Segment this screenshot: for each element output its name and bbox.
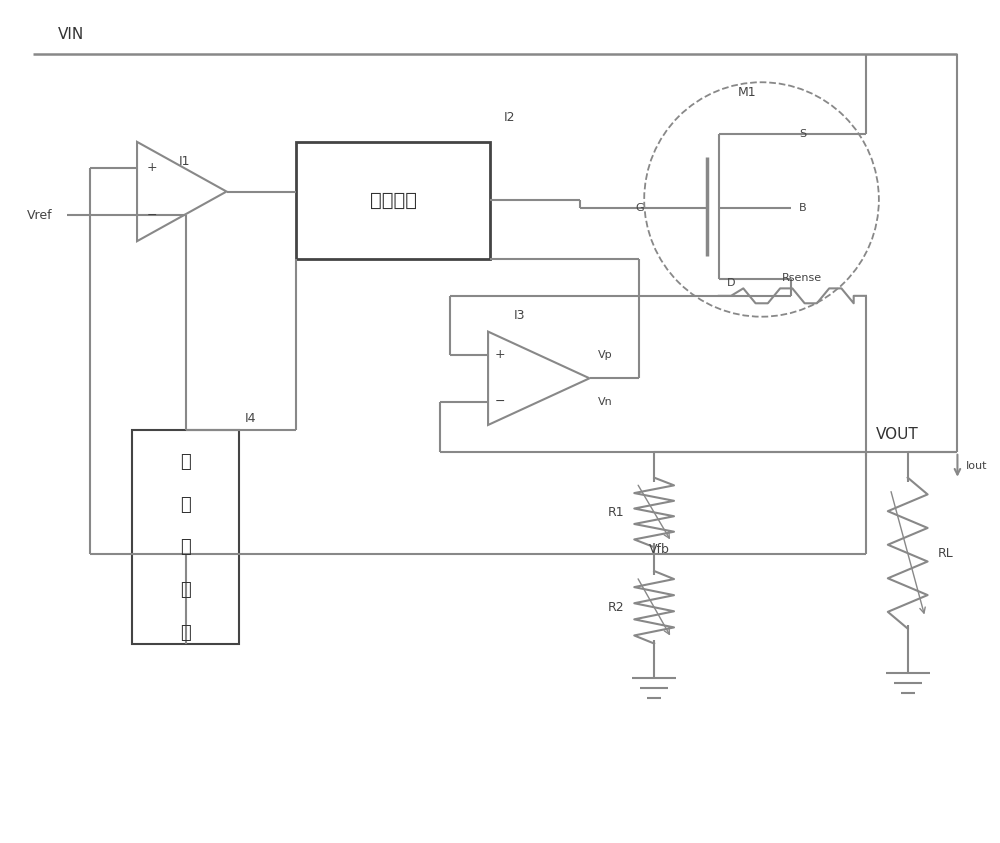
Text: Vp: Vp: [597, 350, 612, 360]
Text: VOUT: VOUT: [876, 427, 919, 443]
Text: R1: R1: [608, 506, 624, 519]
Text: 放: 放: [180, 539, 191, 556]
Text: RL: RL: [938, 546, 953, 560]
Text: G: G: [636, 203, 644, 213]
Text: Rsense: Rsense: [782, 273, 822, 283]
Text: 大: 大: [180, 581, 191, 599]
Text: R2: R2: [608, 601, 624, 614]
Bar: [132, 430, 239, 643]
Text: VIN: VIN: [57, 27, 84, 42]
Text: M1: M1: [737, 86, 756, 99]
Text: Iout: Iout: [965, 461, 987, 470]
Text: S: S: [799, 129, 806, 139]
Text: Vfb: Vfb: [649, 543, 670, 556]
Text: B: B: [799, 203, 807, 213]
Text: Vn: Vn: [597, 397, 612, 406]
Text: I3: I3: [514, 309, 526, 322]
Text: Vref: Vref: [27, 209, 52, 222]
Text: I2: I2: [504, 110, 516, 124]
Text: D: D: [727, 278, 735, 288]
Text: 器: 器: [180, 624, 191, 642]
Text: +: +: [147, 161, 157, 175]
Bar: [296, 142, 490, 259]
Text: 驱动模块: 驱动模块: [370, 191, 417, 210]
Text: I1: I1: [179, 155, 191, 169]
Text: 差: 差: [180, 496, 191, 513]
Text: −: −: [495, 395, 505, 408]
Text: 误: 误: [180, 453, 191, 471]
Text: I4: I4: [244, 411, 256, 425]
Text: +: +: [495, 348, 505, 362]
Text: −: −: [147, 209, 157, 222]
